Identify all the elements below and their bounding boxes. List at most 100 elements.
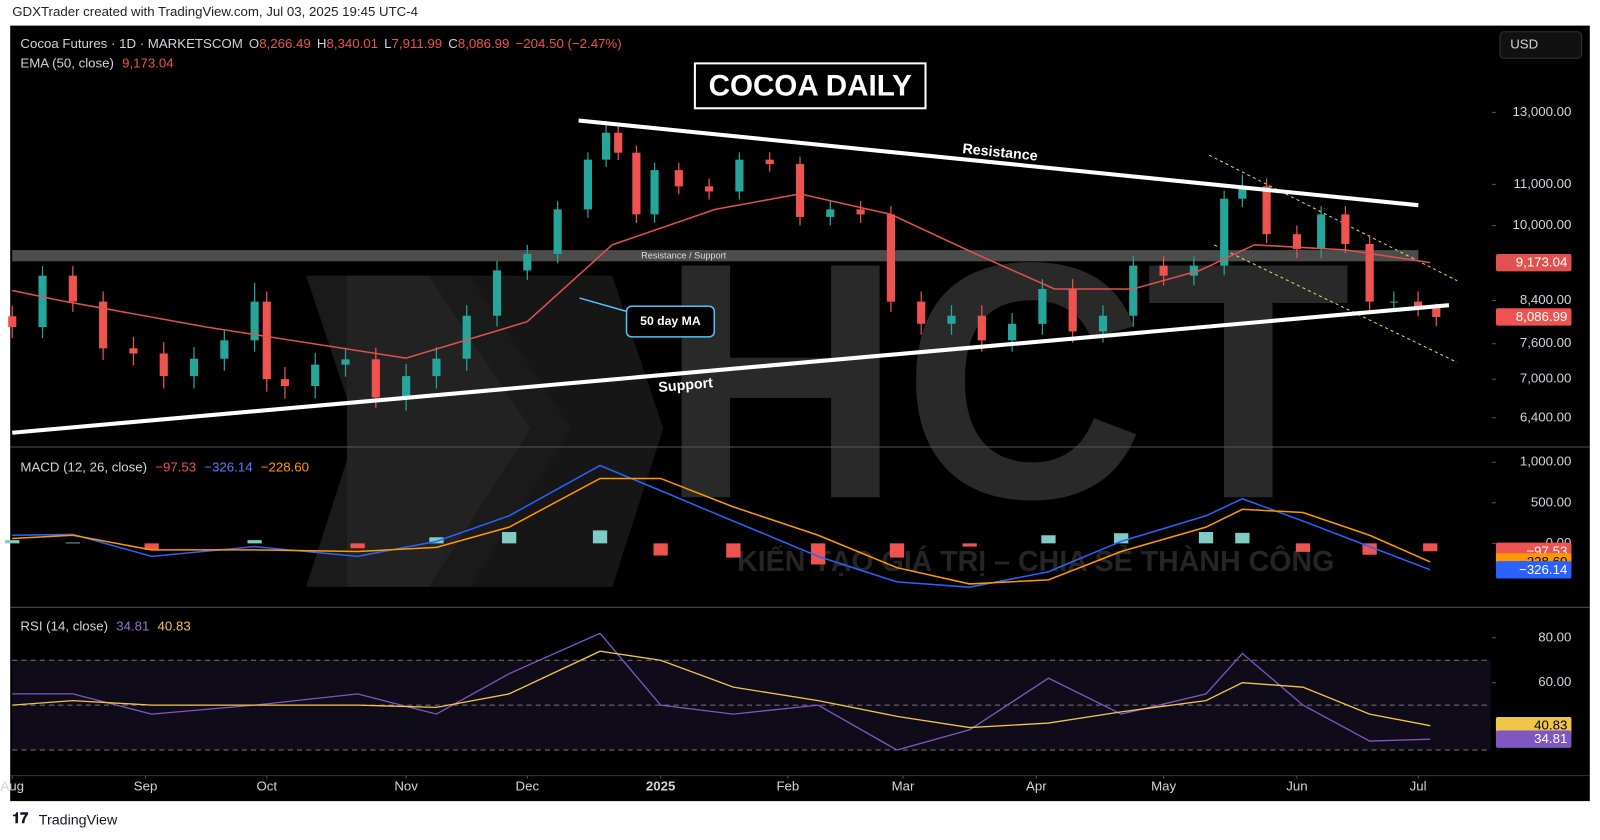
y-tick-label: 8,400.00 (1520, 292, 1572, 307)
legend-name: MACD (12, 26, close) (20, 459, 147, 474)
y-tick-label: 60.00 (1538, 674, 1571, 689)
watermark-diamond (306, 275, 613, 587)
candle-body (1159, 265, 1168, 276)
candle-body (402, 376, 411, 398)
candle-body (189, 358, 199, 377)
candle-body (1038, 288, 1047, 324)
watermark: HCT KIẾN TẠO GIÁ TRỊ – CHIA SẺ THÀNH CÔN… (306, 193, 1351, 587)
candle-body (262, 301, 271, 380)
candle-body (886, 214, 895, 302)
candle-body (705, 186, 714, 192)
candle-body (1189, 265, 1198, 276)
candle-body (735, 159, 744, 192)
x-tick-label: Dec (516, 778, 540, 793)
candle-body (341, 359, 350, 365)
legend-value: −97.53 (155, 459, 196, 474)
candle-body (553, 209, 562, 254)
price-tag (1495, 308, 1572, 326)
legend-name: RSI (14, close) (20, 618, 108, 633)
watermark-diamond (469, 275, 664, 587)
price-tag-label: 34.81 (1534, 731, 1567, 746)
candle-body (826, 209, 835, 217)
candle-body (129, 348, 138, 354)
candle-body (492, 270, 502, 316)
resistance-label: Resistance (962, 141, 1039, 164)
candle-body (523, 253, 532, 271)
histogram-bar (247, 540, 262, 544)
line (12, 650, 1431, 729)
footer-text: TradingView (39, 812, 118, 828)
x-tick-label: Mar (892, 778, 915, 793)
price-tag (1495, 561, 1572, 579)
ohlc-value: 8,340.01 (326, 35, 378, 50)
candle-body (1008, 323, 1017, 341)
candle-body (99, 301, 108, 349)
legend-name: EMA (50, close) (20, 55, 114, 70)
legend-value: 9,173.04 (122, 55, 174, 70)
note-pointer (579, 297, 627, 313)
x-tick-label: May (1151, 778, 1176, 793)
sr-zone (12, 250, 1419, 262)
candle-body (614, 132, 623, 153)
y-tick-label: 10,000.00 (1512, 217, 1571, 232)
price-tag-label: 9,173.04 (1516, 255, 1568, 270)
histogram-bar (1041, 535, 1056, 544)
candle-body (1365, 243, 1374, 302)
title-box (693, 62, 927, 110)
histogram-bar (1423, 543, 1438, 552)
currency-button[interactable] (1499, 31, 1583, 59)
candle-body (1262, 186, 1271, 235)
histogram-bar (429, 537, 444, 544)
candle-body (947, 315, 956, 324)
histogram-bar (65, 542, 80, 544)
x-tick-label: 2025 (646, 778, 675, 793)
candle-body (1432, 307, 1441, 317)
histogram-bar (592, 530, 608, 544)
candle-body (795, 164, 805, 217)
axes: 6,400.00 7,000.00 7,600.00 8,400.00 10,000.0… (0, 104, 1572, 793)
candle-body (311, 364, 320, 386)
histogram-bar (1362, 543, 1377, 555)
candle-body (250, 301, 259, 341)
plot-area (5, 120, 1491, 751)
footer: 𝟏𝟕 TradingView (12, 811, 118, 828)
candle-body (1389, 301, 1398, 303)
candle-body (462, 315, 471, 359)
candle-body (650, 170, 659, 215)
support-line (12, 303, 1450, 435)
histogram-bar (1114, 533, 1129, 544)
price-tag-label: 40.83 (1534, 718, 1567, 733)
candle-body (602, 132, 611, 160)
candle-body (856, 209, 865, 215)
candle-body (1238, 186, 1247, 199)
x-tick-label: Aug (0, 778, 24, 793)
candle-body (432, 358, 441, 377)
histogram-bar (144, 543, 159, 550)
legend-value: 40.83 (158, 618, 191, 633)
histogram-bar (653, 543, 668, 556)
y-tick-label: 7,000.00 (1520, 371, 1572, 386)
y-tick-label: 500.00 (1531, 494, 1572, 509)
ohlc-key: L (384, 35, 391, 50)
histogram-bar (1295, 543, 1311, 552)
candle-body (583, 159, 592, 210)
histogram-bar (1198, 532, 1214, 544)
legend-value: −326.14 (204, 459, 252, 474)
y-tick-label: 13,000.00 (1512, 104, 1571, 119)
footer-logo: 𝟏𝟕 (12, 811, 28, 827)
currency[interactable]: USD (1510, 37, 1538, 52)
x-tick-label: Jun (1286, 778, 1307, 793)
histogram-bar (811, 543, 826, 565)
candle-body (632, 152, 641, 215)
histogram-bar (350, 543, 365, 549)
price-legend: Cocoa Futures · 1D · MARKETSCOM O8,266.49… (20, 35, 621, 50)
macd-legend: MACD (12, 26, close) −97.53 −326.14 −228.60 (20, 459, 309, 474)
candle-body (1220, 198, 1229, 266)
y-tick-label: 1,000.00 (1520, 454, 1572, 469)
change: −204.50 (−2.47%) (516, 35, 622, 50)
histogram-bar (962, 543, 977, 547)
candle-body (68, 275, 77, 302)
x-tick-label: Jul (1410, 778, 1427, 793)
candle-body (1341, 214, 1350, 244)
